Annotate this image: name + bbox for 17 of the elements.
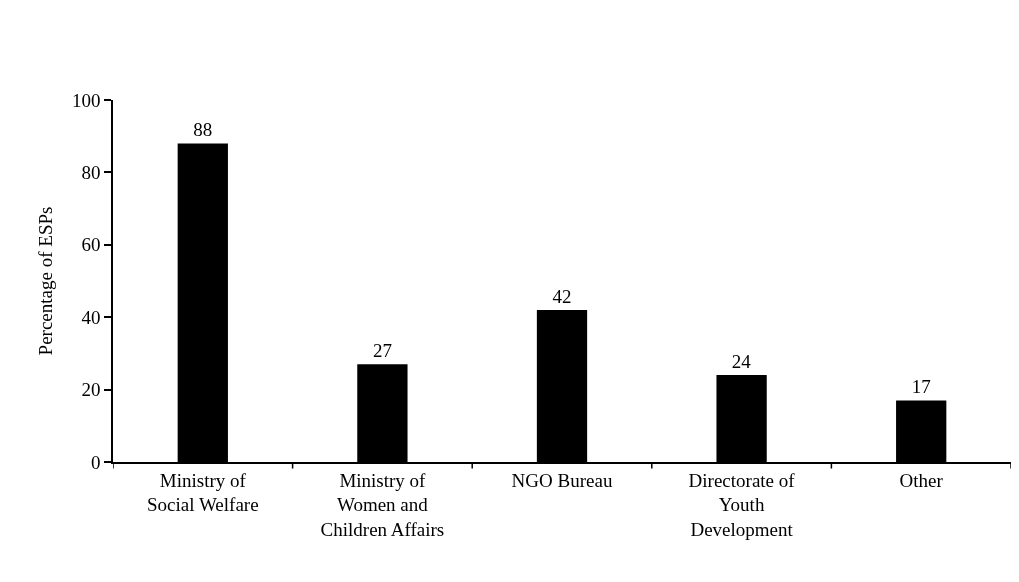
y-tick-label: 100 [71, 89, 101, 111]
data-label: 88 [193, 119, 213, 141]
data-label: 24 [731, 351, 752, 373]
x-tick-label: Ministry of Social Welfare [147, 469, 259, 516]
x-tick-label: Directorate of Youth Development [688, 469, 796, 540]
y-tick-label: 80 [81, 162, 101, 184]
x-tick-label: Other [899, 469, 944, 491]
x-tick-label: NGO Bureau [511, 469, 613, 491]
data-label: 27 [372, 340, 392, 362]
y-tick-label: 40 [81, 306, 101, 328]
x-tick-label: Ministry of Women and Children Affairs [320, 469, 445, 540]
y-axis-title: Percentage of ESPs [35, 206, 57, 356]
y-tick-label: 0 [90, 451, 101, 473]
y-tick-label: 20 [81, 379, 101, 401]
y-tick-label: 60 [81, 234, 101, 256]
data-label: 17 [911, 376, 931, 398]
data-label: 42 [552, 285, 572, 307]
